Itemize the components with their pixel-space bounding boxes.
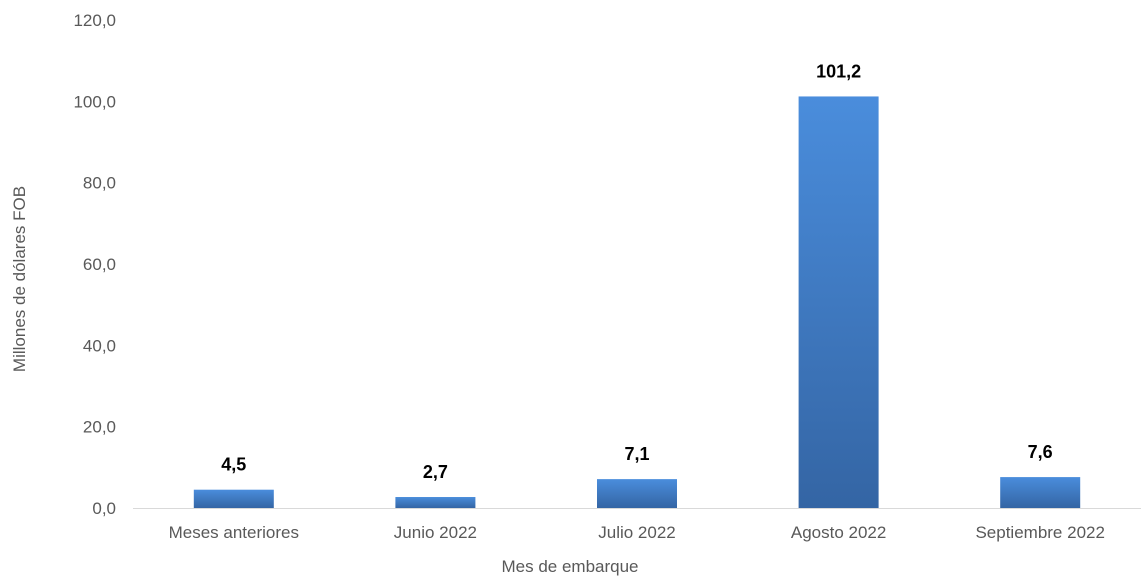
y-tick-label: 120,0 (73, 11, 116, 30)
y-tick-label: 20,0 (83, 418, 116, 437)
x-tick-label: Septiembre 2022 (975, 523, 1104, 542)
bar (395, 497, 476, 508)
bar (798, 96, 879, 508)
x-tick-label: Meses anteriores (169, 523, 299, 542)
y-axis-ticks: 0,0 20,0 40,0 60,0 80,0 100,0 120,0 (73, 11, 116, 518)
bar (193, 489, 274, 508)
y-tick-label: 80,0 (83, 174, 116, 193)
bars (193, 96, 1081, 508)
x-tick-label: Julio 2022 (598, 523, 676, 542)
bar-value-label: 101,2 (816, 61, 861, 81)
bar-value-label: 2,7 (423, 462, 448, 482)
x-axis-title: Mes de embarque (501, 557, 638, 576)
bar (597, 479, 677, 508)
bar-value-label: 7,6 (1028, 442, 1053, 462)
y-tick-label: 100,0 (73, 92, 116, 111)
y-tick-label: 40,0 (83, 336, 116, 355)
x-tick-label: Junio 2022 (394, 523, 477, 542)
bar (1000, 477, 1081, 508)
y-tick-label: 60,0 (83, 255, 116, 274)
bar-value-label: 7,1 (624, 444, 649, 464)
x-tick-label: Agosto 2022 (791, 523, 886, 542)
data-labels: 4,5 2,7 7,1 101,2 7,6 (221, 61, 1052, 482)
bar-value-label: 4,5 (221, 455, 246, 475)
x-axis-ticks: Meses anteriores Junio 2022 Julio 2022 Agos… (169, 523, 1105, 542)
y-tick-label: 0,0 (92, 499, 116, 518)
y-axis-title: Millones de dólares FOB (10, 186, 29, 372)
